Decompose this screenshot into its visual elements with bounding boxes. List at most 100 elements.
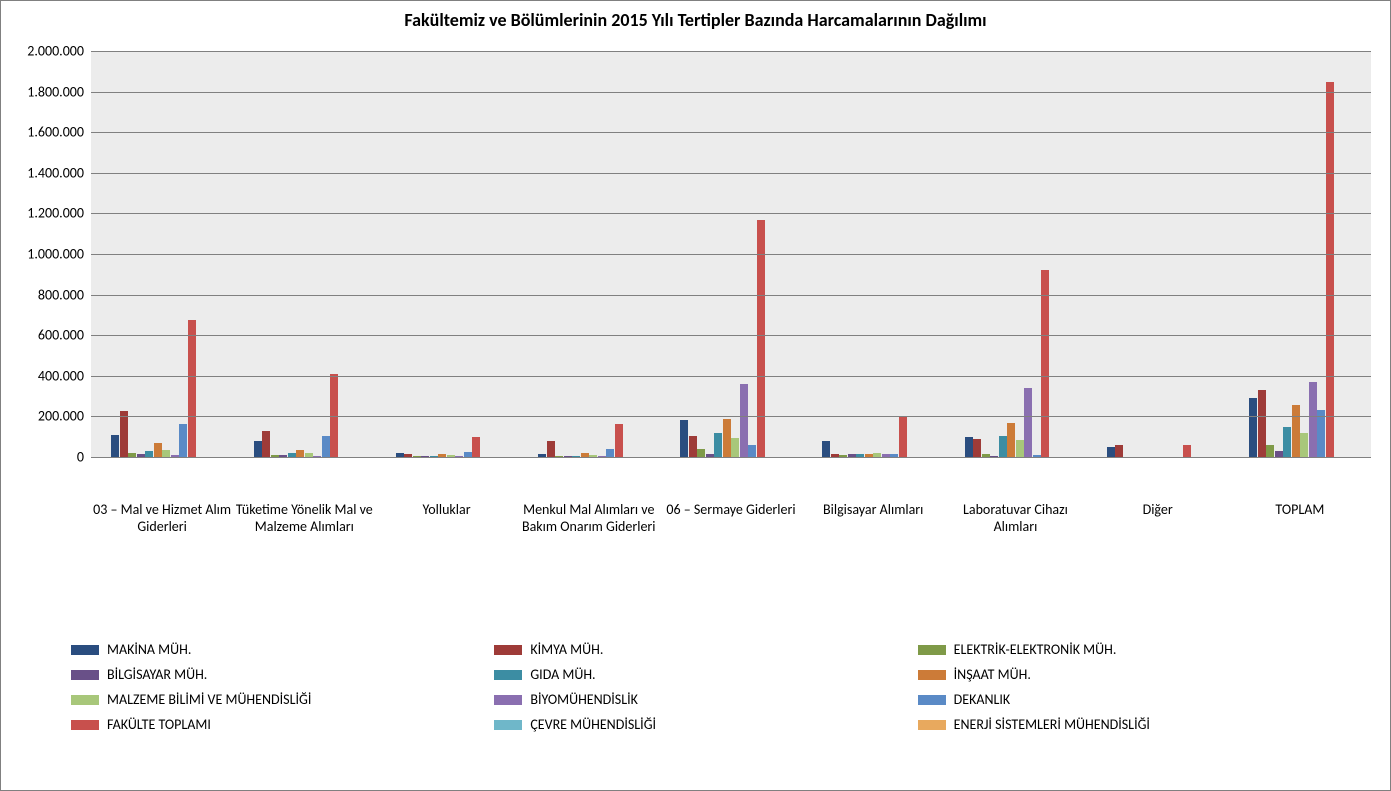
legend-swatch bbox=[494, 695, 522, 705]
bar bbox=[740, 384, 748, 457]
legend-label: İNŞAAT MÜH. bbox=[954, 666, 1031, 683]
legend-item: ELEKTRİK-ELEKTRONİK MÜH. bbox=[918, 641, 1331, 658]
legend-swatch bbox=[71, 670, 99, 680]
legend-label: ÇEVRE MÜHENDİSLİĞİ bbox=[530, 716, 656, 733]
legend-swatch bbox=[918, 670, 946, 680]
legend-label: MAKİNA MÜH. bbox=[107, 641, 191, 658]
legend-swatch bbox=[494, 645, 522, 655]
bar bbox=[555, 456, 563, 457]
x-tick-label: TOPLAM bbox=[1229, 501, 1371, 518]
y-tick-label: 2.000.000 bbox=[4, 43, 84, 60]
bar bbox=[1258, 390, 1266, 457]
bar bbox=[856, 454, 864, 457]
bar bbox=[1249, 398, 1257, 457]
bar bbox=[564, 456, 572, 457]
bar bbox=[581, 453, 589, 457]
x-tick-label: Tüketime Yönelik Mal ve Malzeme Alımları bbox=[233, 501, 375, 535]
y-tick-label: 0 bbox=[4, 449, 84, 466]
bar bbox=[1033, 455, 1041, 457]
bar bbox=[831, 454, 839, 457]
bar bbox=[1300, 433, 1308, 457]
legend-label: DEKANLIK bbox=[954, 691, 1011, 708]
bar bbox=[330, 374, 338, 457]
legend-label: GIDA MÜH. bbox=[530, 666, 595, 683]
bar bbox=[472, 437, 480, 457]
y-tick-label: 1.400.000 bbox=[4, 164, 84, 181]
bar bbox=[547, 441, 555, 457]
gridline bbox=[91, 254, 1371, 255]
legend-swatch bbox=[494, 670, 522, 680]
x-tick-label: Diğer bbox=[1087, 501, 1229, 518]
legend-swatch bbox=[918, 695, 946, 705]
legend-swatch bbox=[71, 645, 99, 655]
bar bbox=[1115, 445, 1123, 457]
bar bbox=[430, 456, 438, 457]
legend-label: FAKÜLTE TOPLAMI bbox=[107, 716, 211, 733]
bar bbox=[982, 454, 990, 457]
bar bbox=[262, 431, 270, 457]
bar bbox=[1309, 382, 1317, 457]
bar bbox=[188, 320, 196, 457]
gridline bbox=[91, 173, 1371, 174]
bar bbox=[822, 441, 830, 457]
bar bbox=[120, 411, 128, 457]
y-tick-label: 1.600.000 bbox=[4, 124, 84, 141]
bar bbox=[313, 456, 321, 457]
bar bbox=[697, 449, 705, 457]
bar bbox=[999, 436, 1007, 457]
bar bbox=[723, 419, 731, 457]
legend-swatch bbox=[494, 720, 522, 730]
gridline bbox=[91, 376, 1371, 377]
bar bbox=[404, 454, 412, 457]
bar bbox=[598, 456, 606, 457]
legend-item: KİMYA MÜH. bbox=[494, 641, 907, 658]
bar bbox=[965, 437, 973, 457]
bar bbox=[296, 450, 304, 457]
bar bbox=[731, 438, 739, 457]
bar bbox=[1024, 388, 1032, 457]
legend-swatch bbox=[71, 720, 99, 730]
bar bbox=[680, 420, 688, 457]
legend-item: BİYOMÜHENDİSLİK bbox=[494, 691, 907, 708]
bar bbox=[839, 455, 847, 457]
legend-swatch bbox=[918, 720, 946, 730]
x-tick-label: 06 – Sermaye Giderleri bbox=[660, 501, 802, 518]
y-tick-label: 1.200.000 bbox=[4, 205, 84, 222]
y-tick-label: 200.000 bbox=[4, 408, 84, 425]
bar bbox=[899, 416, 907, 457]
legend-item: FAKÜLTE TOPLAMI bbox=[71, 716, 484, 733]
bar bbox=[1326, 82, 1334, 457]
bar bbox=[162, 450, 170, 457]
legend-label: BİLGİSAYAR MÜH. bbox=[107, 666, 207, 683]
bar bbox=[271, 455, 279, 457]
gridline bbox=[91, 335, 1371, 336]
bar bbox=[615, 424, 623, 457]
bar bbox=[154, 443, 162, 457]
y-tick-label: 400.000 bbox=[4, 367, 84, 384]
x-axis: 03 – Mal ve Hizmet Alım GiderleriTüketim… bbox=[91, 501, 1371, 631]
legend-item: GIDA MÜH. bbox=[494, 666, 907, 683]
bar bbox=[1016, 440, 1024, 457]
bar bbox=[279, 455, 287, 457]
bar bbox=[865, 454, 873, 457]
plot-area bbox=[91, 51, 1371, 458]
y-tick-label: 600.000 bbox=[4, 327, 84, 344]
chart-container: Fakültemiz ve Bölümlerinin 2015 Yılı Ter… bbox=[0, 0, 1391, 791]
bar bbox=[606, 449, 614, 457]
bar bbox=[1041, 270, 1049, 457]
y-tick-label: 1.800.000 bbox=[4, 83, 84, 100]
bar bbox=[748, 445, 756, 457]
bar bbox=[848, 454, 856, 457]
legend-item: İNŞAAT MÜH. bbox=[918, 666, 1331, 683]
legend-swatch bbox=[71, 695, 99, 705]
x-tick-label: Bilgisayar Alımları bbox=[802, 501, 944, 518]
bar bbox=[413, 456, 421, 457]
bar bbox=[990, 456, 998, 457]
bar bbox=[873, 453, 881, 457]
bar bbox=[288, 453, 296, 457]
bar bbox=[1007, 423, 1015, 458]
bar bbox=[757, 220, 765, 458]
x-tick-label: Yolluklar bbox=[375, 501, 517, 518]
chart-title: Fakültemiz ve Bölümlerinin 2015 Yılı Ter… bbox=[1, 9, 1390, 31]
bar bbox=[421, 456, 429, 457]
